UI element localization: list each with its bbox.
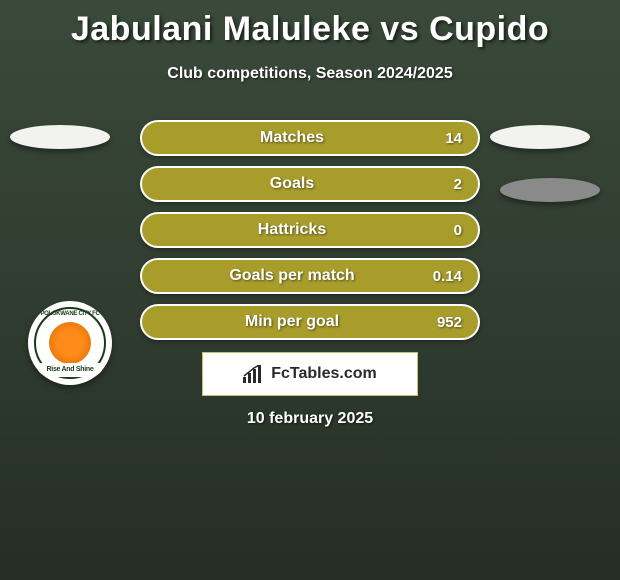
stat-bar: Min per goal952 — [140, 304, 480, 340]
club-logo-left: POLOKWANE CITY FC Rise And Shine — [20, 300, 120, 385]
stat-label: Min per goal — [158, 313, 426, 331]
stat-label: Matches — [158, 129, 426, 147]
page-title: Jabulani Maluleke vs Cupido — [0, 0, 620, 49]
stat-value: 2 — [426, 176, 462, 193]
stat-row: Matches14 — [0, 120, 620, 156]
stat-label: Goals per match — [158, 267, 426, 285]
infographic-root: Jabulani Maluleke vs Cupido Club competi… — [0, 0, 620, 580]
stat-value: 0.14 — [426, 268, 462, 285]
date-label: 10 february 2025 — [0, 410, 620, 428]
stat-label: Hattricks — [158, 221, 426, 239]
bar-chart-icon — [243, 365, 265, 383]
stat-row: Goals per match0.14 — [0, 258, 620, 294]
stat-label: Goals — [158, 175, 426, 193]
stat-bar: Matches14 — [140, 120, 480, 156]
stat-row: Hattricks0 — [0, 212, 620, 248]
stat-bar: Goals2 — [140, 166, 480, 202]
brand-label: FcTables.com — [271, 365, 377, 383]
stat-bar: Goals per match0.14 — [140, 258, 480, 294]
club-logo-circle: POLOKWANE CITY FC Rise And Shine — [28, 301, 112, 385]
subtitle: Club competitions, Season 2024/2025 — [0, 65, 620, 83]
brand-badge: FcTables.com — [202, 352, 418, 396]
stat-bar: Hattricks0 — [140, 212, 480, 248]
stat-value: 0 — [426, 222, 462, 239]
stat-value: 14 — [426, 130, 462, 147]
club-logo-banner: Rise And Shine — [36, 363, 104, 377]
stat-row: Goals2 — [0, 166, 620, 202]
stat-value: 952 — [426, 314, 462, 331]
